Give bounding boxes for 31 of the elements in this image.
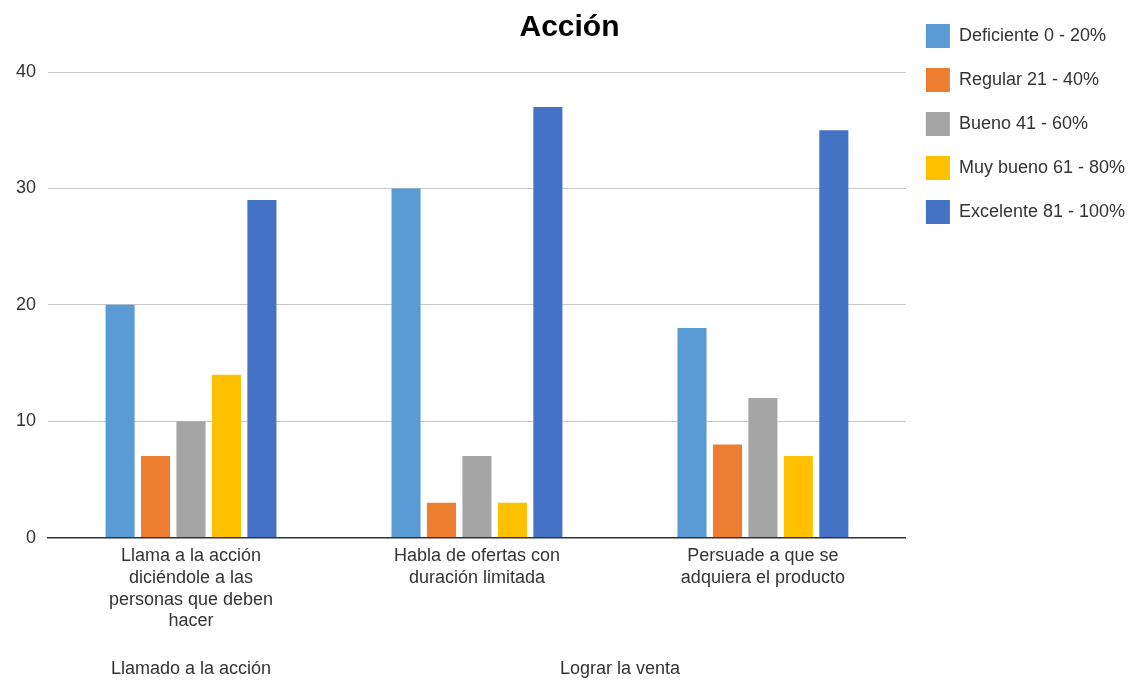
bar <box>105 304 135 538</box>
legend-label: Excelente 81 - 100% <box>958 200 1125 221</box>
legend-label: Regular 21 - 40% <box>958 68 1099 89</box>
bar <box>426 502 457 538</box>
y-tick-label: 40 <box>15 60 37 81</box>
bar <box>819 130 849 538</box>
bar <box>176 421 206 538</box>
legend-label: Deficiente 0 - 20% <box>958 24 1106 45</box>
y-tick-label: 0 <box>26 526 37 547</box>
bar <box>141 456 171 538</box>
bar <box>783 456 813 538</box>
bar <box>211 374 241 538</box>
y-tick-label: 10 <box>15 410 37 431</box>
legend-label: Bueno 41 - 60% <box>958 112 1088 133</box>
bar <box>712 444 742 538</box>
bar <box>533 106 563 538</box>
bar <box>677 328 707 538</box>
bar <box>462 456 492 538</box>
text: Lograr la venta <box>559 657 681 678</box>
y-tick-label: 20 <box>15 293 37 314</box>
bar <box>497 502 527 538</box>
legend-label: Muy bueno 61 - 80% <box>958 156 1125 177</box>
x-tick-label: Habla de ofertas con duración limitada <box>393 545 561 587</box>
chart-title: Acción <box>519 9 620 43</box>
x-tick-label: Llama a la acción diciéndole a las personas que deben hacer <box>108 545 274 631</box>
y-tick-label: 30 <box>15 177 37 198</box>
bar <box>247 200 277 538</box>
text: Llamado a la acción <box>110 657 272 678</box>
bar <box>748 397 778 538</box>
x-tick-label: Persuade a que se adquiera el producto <box>680 545 845 587</box>
bar <box>391 188 421 538</box>
